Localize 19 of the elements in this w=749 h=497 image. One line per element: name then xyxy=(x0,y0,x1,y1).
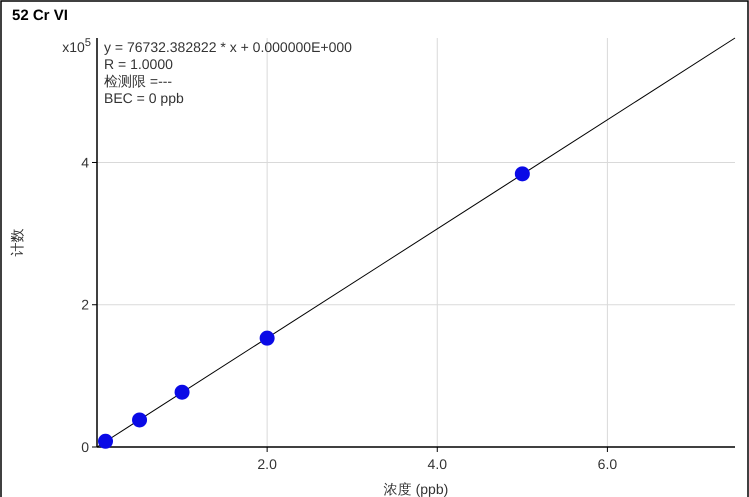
y-axis-title: 计数 xyxy=(9,228,25,256)
annotation: 检测限 =--- xyxy=(104,73,172,89)
x-tick-label: 4.0 xyxy=(428,456,448,472)
y-tick-label: 2 xyxy=(81,296,90,313)
annotation: R = 1.0000 xyxy=(104,56,174,72)
y-tick-label: 0 xyxy=(81,438,90,455)
y-tick-label: 4 xyxy=(81,154,90,170)
point xyxy=(514,166,530,182)
annotation: BEC = 0 ppb xyxy=(104,90,184,106)
text: x10$^{5}$ xyxy=(62,37,91,55)
x-tick-label: 6.0 xyxy=(598,456,618,472)
x-tick-label: 2.0 xyxy=(257,456,278,472)
x-axis-title: 浓度 (ppb) xyxy=(384,481,448,497)
annotation: y = 76732.382822 * x + 0.000000E+000 xyxy=(104,39,352,55)
chart-title: 52 Cr VI xyxy=(12,7,68,24)
point xyxy=(260,330,275,346)
point xyxy=(98,434,114,449)
point xyxy=(174,384,190,400)
point xyxy=(132,412,148,428)
